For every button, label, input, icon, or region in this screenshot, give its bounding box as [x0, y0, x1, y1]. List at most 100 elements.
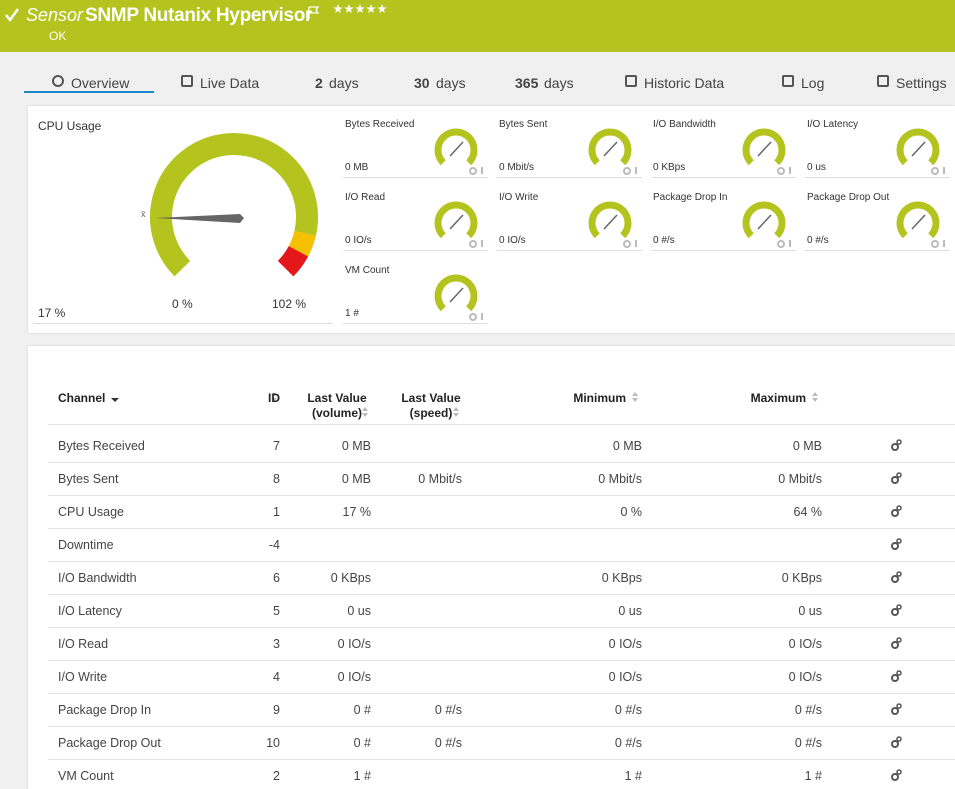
cell: 0 % — [620, 505, 642, 519]
cell: 0 IO/s — [608, 670, 642, 684]
sensor-status: OK — [49, 29, 67, 43]
tab-count[interactable]: 365 — [515, 75, 539, 91]
cell: 0 #/s — [794, 703, 822, 717]
column-header[interactable]: ID — [268, 391, 280, 405]
gear-icon — [777, 240, 785, 248]
tab-unit[interactable]: days — [436, 75, 466, 91]
tab[interactable]: Settings — [896, 75, 947, 91]
gear-icon — [891, 740, 899, 748]
gauge-label: I/O Write — [499, 192, 539, 203]
gear-icon — [896, 538, 902, 544]
mini-gauge-arc — [588, 128, 632, 166]
gauge-value: 0 #/s — [653, 235, 675, 246]
mini-gauge-needle — [911, 141, 926, 157]
gear-icon — [891, 674, 899, 682]
tab-icon — [782, 75, 794, 87]
tab-unit[interactable]: days — [329, 75, 359, 91]
column-header[interactable]: Last Value (speed) — [401, 391, 461, 420]
gear-icon — [891, 608, 899, 616]
cell: I/O Bandwidth — [58, 571, 137, 585]
cell: I/O Read — [58, 637, 109, 651]
cell: 17 % — [342, 505, 372, 519]
cell: 0 # — [353, 736, 371, 750]
gear-icon — [891, 542, 899, 550]
gear-icon — [891, 443, 899, 451]
gear-icon — [896, 703, 902, 709]
mini-gauge-arc — [896, 201, 940, 239]
gear-icon — [891, 509, 899, 517]
tab-count[interactable]: 2 — [315, 75, 323, 91]
gauge-label: Package Drop Out — [807, 192, 890, 203]
cell: 0 us — [347, 604, 371, 618]
gauge-label: VM Count — [345, 265, 390, 276]
gear-icon — [896, 472, 902, 478]
gear-icon — [896, 439, 902, 445]
mini-gauge-arc — [896, 128, 940, 166]
cell: 0 MB — [341, 439, 371, 453]
cell: Downtime — [58, 538, 114, 552]
gauge-value: 0 MB — [345, 162, 369, 173]
cell: 5 — [273, 604, 280, 618]
cell: 0 #/s — [614, 736, 642, 750]
star-icon — [333, 4, 343, 14]
tab-icon — [877, 75, 889, 87]
gear-icon — [469, 313, 477, 321]
gauge-arc-warning — [288, 230, 316, 257]
mini-gauge-arc — [434, 274, 478, 312]
sensor-title: SNMP Nutanix Hypervisor — [85, 5, 313, 26]
cell: Package Drop In — [58, 703, 152, 717]
gauge-value: 0 us — [807, 162, 826, 173]
gauge-value: 0 IO/s — [345, 235, 372, 246]
tab-count[interactable]: 30 — [414, 75, 430, 91]
sort-icon — [453, 407, 459, 411]
cell: 0 IO/s — [788, 670, 822, 684]
gear-icon — [891, 707, 899, 715]
gauge-label: I/O Bandwidth — [653, 119, 716, 130]
column-header[interactable]: Last Value (volume) — [307, 391, 367, 420]
cell: 64 % — [793, 505, 823, 519]
cell: 0 Mbit/s — [598, 472, 642, 486]
gauge-needle — [155, 214, 244, 223]
gauge-value: 0 KBps — [653, 162, 686, 173]
cell: 0 IO/s — [337, 637, 371, 651]
sort-icon — [111, 398, 119, 402]
column-header[interactable]: Maximum — [750, 391, 806, 405]
gear-icon — [623, 167, 631, 175]
cell: 1 # — [353, 769, 371, 783]
cell: VM Count — [58, 769, 114, 783]
gauge-label: I/O Latency — [807, 119, 859, 130]
gauge-label: Bytes Received — [345, 119, 415, 130]
column-header[interactable]: Channel — [58, 391, 106, 405]
sort-icon — [453, 413, 459, 417]
mini-gauge-arc — [742, 201, 786, 239]
cell: 10 — [266, 736, 280, 750]
gauge-value: 0 Mbit/s — [499, 162, 535, 173]
gauge-title: CPU Usage — [38, 119, 102, 133]
tab[interactable]: Log — [801, 75, 825, 91]
gauge-min: 0 % — [172, 297, 193, 311]
cell: 0 #/s — [434, 703, 462, 717]
tab-unit[interactable]: days — [544, 75, 574, 91]
mini-gauge-arc — [434, 201, 478, 239]
mini-gauge-needle — [449, 287, 464, 303]
tab[interactable]: Historic Data — [644, 75, 725, 91]
check-icon — [5, 8, 20, 23]
cell: Package Drop Out — [58, 736, 161, 750]
cell: 0 us — [618, 604, 642, 618]
gear-icon — [891, 575, 899, 583]
gear-icon — [931, 167, 939, 175]
sort-icon — [812, 398, 818, 402]
column-header[interactable]: Minimum — [573, 391, 626, 405]
tab[interactable]: Overview — [71, 75, 130, 91]
tab[interactable]: Live Data — [200, 75, 260, 91]
cell: 1 # — [624, 769, 642, 783]
mini-gauge-arc — [434, 128, 478, 166]
star-icon — [366, 4, 376, 14]
cell: 0 #/s — [794, 736, 822, 750]
cell: I/O Write — [58, 670, 108, 684]
gear-icon — [891, 476, 899, 484]
cell: 0 IO/s — [608, 637, 642, 651]
cell: 0 # — [353, 703, 371, 717]
gauge-value: 1 # — [345, 308, 359, 319]
